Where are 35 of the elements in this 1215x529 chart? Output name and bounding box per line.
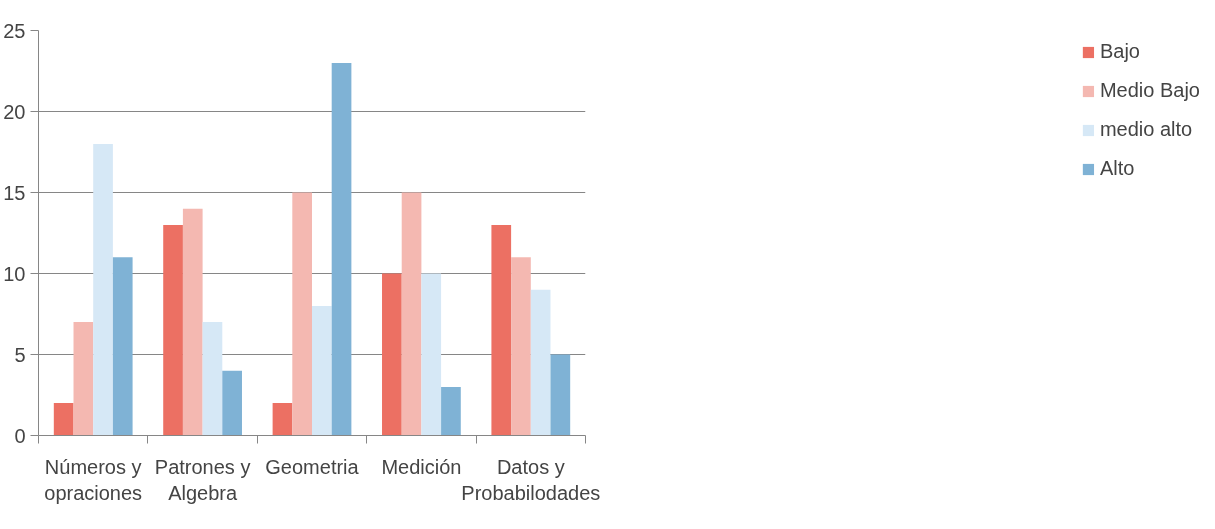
y-tick-label: 0 [14,424,26,447]
bar [530,289,551,436]
y-tick-label: 15 [3,181,26,204]
bar [53,403,74,436]
x-tick-label: Geometria [265,455,360,478]
bar [222,370,242,436]
y-tick-label: 20 [3,100,26,123]
bar [550,354,571,436]
legend-label: medio alto [1099,118,1193,141]
x-tick-label: Patrones y Algebra [154,455,251,504]
bar [441,386,461,436]
bar [331,62,352,436]
bar [182,208,203,436]
bar [421,273,442,436]
bar [73,322,94,436]
x-tick-label: Medición [381,455,462,478]
bar [202,322,223,436]
x-tick-label: Datos y Probabilodades [461,455,601,504]
bar [112,257,133,436]
bar [401,192,422,436]
y-tick-label: 10 [3,262,26,285]
bar [511,257,531,436]
bar [491,224,512,436]
bar [163,224,183,436]
bar [292,192,312,436]
legend-label: Bajo [1099,40,1140,63]
x-tick-label: Números y opraciones [44,455,143,504]
bar [312,305,332,436]
y-tick-label: 25 [3,19,26,42]
y-tick-label: 5 [14,343,26,366]
legend-label: Medio Bajo [1099,79,1200,102]
bar [93,143,113,436]
legend-label: Alto [1099,157,1135,180]
bar [382,273,402,436]
bar [272,403,293,436]
